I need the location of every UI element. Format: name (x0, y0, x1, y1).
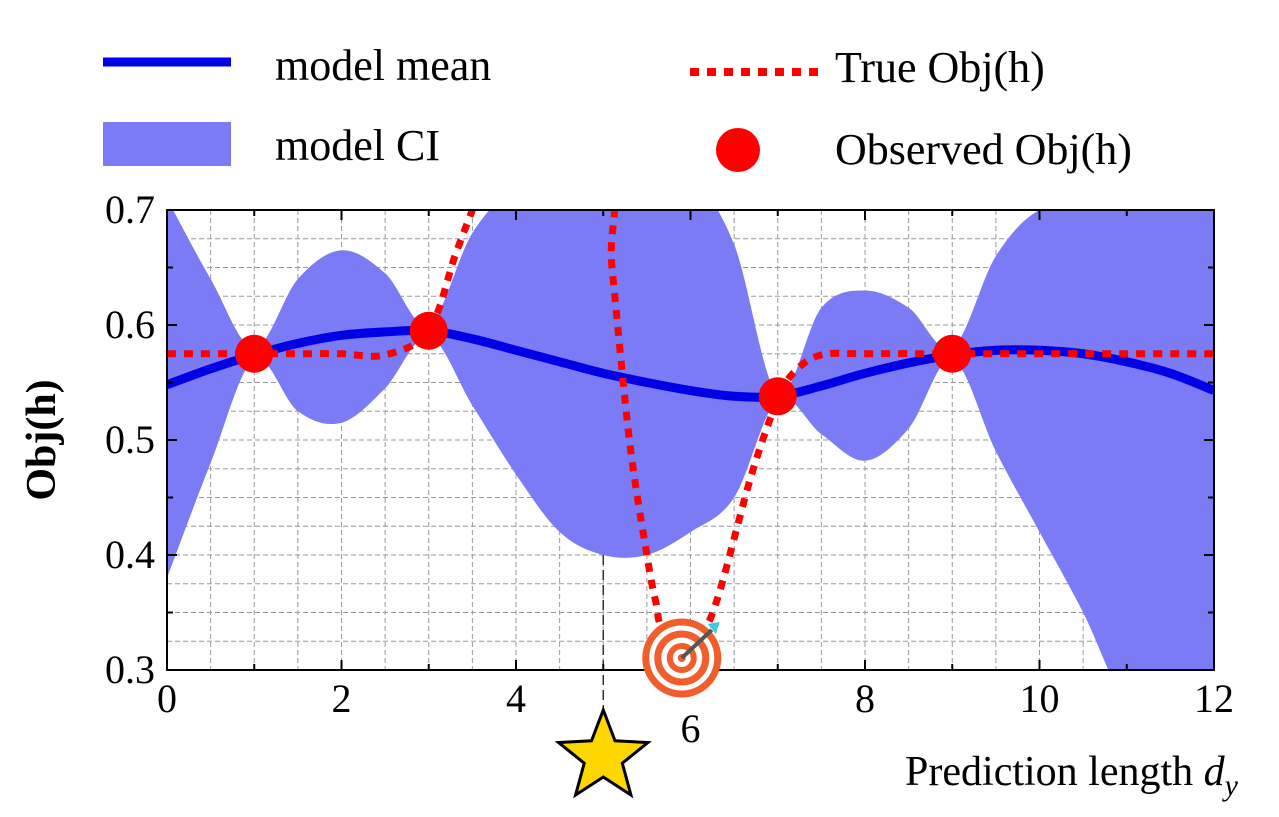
x-tick-label: 8 (855, 676, 875, 721)
legend-ci-label: model CI (275, 121, 440, 170)
legend-true-label: True Obj(h) (835, 43, 1045, 92)
x-tick-label: 6 (681, 706, 701, 751)
x-tick-label: 10 (1020, 676, 1060, 721)
legend-mean-label: model mean (275, 41, 491, 90)
x-tick-label: 4 (506, 676, 526, 721)
x-axis-label-text: Prediction length (905, 749, 1204, 795)
x-axis-label-sub: y (1222, 769, 1239, 802)
observed-point (409, 311, 448, 350)
observed-point (235, 334, 274, 373)
observed-points (235, 311, 972, 416)
x-tick-labels: 0 2 4 6 8 10 12 (157, 676, 1234, 751)
star-icon (554, 705, 652, 799)
y-tick-label: 0.6 (105, 302, 155, 347)
legend-ci-swatch (103, 122, 231, 166)
legend-observed-swatch (716, 128, 760, 172)
observed-point (933, 334, 972, 373)
target-icon (642, 618, 722, 698)
y-tick-label: 0.5 (105, 417, 155, 462)
y-axis-label: Obj(h) (19, 379, 65, 500)
x-axis-label: Prediction length dy (905, 749, 1239, 802)
x-tick-label: 2 (332, 676, 352, 721)
axis-ticks (166, 209, 1215, 671)
legend-observed-label: Observed Obj(h) (835, 125, 1132, 174)
x-tick-label: 0 (157, 676, 177, 721)
true-obj-line (167, 210, 1214, 637)
observed-point (758, 377, 797, 416)
legend: model mean model CI True Obj(h) Observed… (103, 41, 1132, 174)
y-tick-label: 0.4 (105, 532, 155, 577)
x-tick-label: 12 (1194, 676, 1234, 721)
y-tick-label: 0.3 (105, 647, 155, 692)
y-tick-labels: 0.3 0.4 0.5 0.6 0.7 (105, 187, 155, 692)
y-tick-label: 0.7 (105, 187, 155, 232)
plot-area (167, 210, 1214, 670)
x-axis-label-var: d (1204, 749, 1226, 795)
